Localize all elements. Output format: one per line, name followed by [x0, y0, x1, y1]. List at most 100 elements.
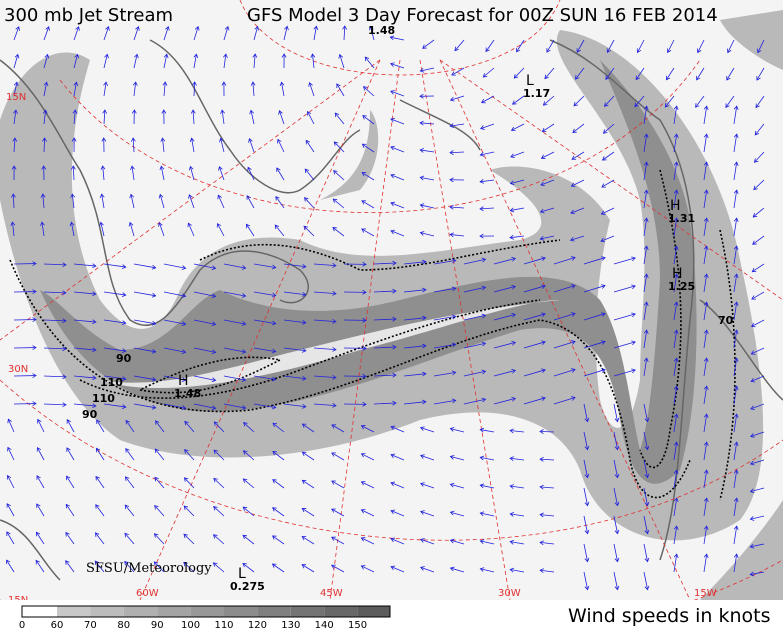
- arrow-head: [331, 424, 336, 429]
- wind-arrow: [463, 258, 486, 265]
- wind-arrow: [163, 347, 186, 353]
- wind-arrow: [433, 344, 456, 349]
- wind-arrow: [403, 345, 426, 349]
- arrow-head: [509, 456, 514, 462]
- wind-arrow: [613, 369, 636, 377]
- contour-label: 90: [116, 352, 132, 365]
- arrow-head: [390, 173, 395, 179]
- wind-arrow: [71, 194, 75, 209]
- arrow-head: [643, 161, 649, 167]
- wind-arrow: [510, 207, 525, 211]
- wind-arrow: [403, 261, 426, 265]
- wind-arrow: [673, 302, 678, 321]
- arrow-head: [242, 450, 248, 455]
- arrow-head: [643, 133, 649, 139]
- wind-arrow: [643, 302, 648, 321]
- wind-arrow: [673, 246, 678, 265]
- wind-arrow: [217, 223, 225, 237]
- arrow-head: [302, 347, 307, 353]
- wind-arrow: [361, 481, 375, 489]
- wind-arrow: [124, 561, 135, 573]
- arrow-head: [479, 179, 484, 184]
- arrow-head: [125, 419, 130, 425]
- arrow-head: [510, 153, 515, 158]
- arrow-head: [673, 357, 679, 363]
- wind-arrow: [154, 477, 165, 489]
- wind-arrow: [613, 313, 636, 321]
- arrow-head: [602, 129, 608, 134]
- wind-arrow: [540, 569, 555, 573]
- arrow-head: [449, 123, 455, 129]
- wind-arrow: [301, 536, 315, 545]
- wind-arrow: [13, 54, 19, 69]
- jet-band: [720, 10, 783, 70]
- wind-arrow: [333, 141, 345, 153]
- arrow-head: [541, 127, 547, 133]
- wind-arrow: [305, 140, 315, 153]
- wind-arrow: [420, 149, 435, 153]
- wind-arrow: [733, 470, 738, 489]
- arrow-head: [749, 460, 755, 466]
- arrow-head: [159, 165, 165, 171]
- wind-arrow: [223, 403, 246, 409]
- wind-arrow: [42, 194, 45, 209]
- contour-label: 90: [82, 408, 98, 421]
- arrow-head: [673, 245, 679, 251]
- wind-arrow: [103, 110, 106, 125]
- arrow-head: [43, 81, 49, 87]
- arrow-head: [703, 469, 709, 475]
- wind-arrow: [643, 571, 648, 590]
- arrow-head: [584, 473, 590, 479]
- arrow-head: [250, 81, 256, 86]
- wind-arrow: [103, 403, 126, 408]
- wind-arrow: [390, 202, 405, 209]
- arrow-head: [392, 316, 397, 322]
- arrow-head: [703, 553, 709, 559]
- arrow-head: [539, 540, 544, 546]
- wind-arrow: [213, 421, 225, 433]
- arrow-head: [703, 385, 709, 391]
- arrow-head: [733, 469, 739, 475]
- arrow-head: [604, 102, 609, 107]
- wind-arrow: [100, 222, 105, 237]
- arrow-head: [310, 53, 316, 58]
- arrow-head: [40, 193, 46, 198]
- arrow-head: [36, 446, 42, 452]
- wind-arrow: [184, 449, 195, 461]
- wind-arrow: [673, 498, 678, 517]
- wind-arrow: [752, 207, 765, 218]
- contour-label: 70: [718, 314, 734, 327]
- arrow-head: [541, 340, 546, 346]
- arrow-head: [360, 537, 366, 542]
- wind-arrow: [450, 567, 465, 573]
- wind-arrow: [283, 291, 306, 296]
- wind-arrow: [313, 263, 336, 267]
- wind-arrow: [184, 477, 195, 489]
- arrow-head: [213, 449, 219, 455]
- arrow-head: [216, 222, 222, 228]
- arrow-head: [188, 165, 194, 171]
- arrow-head: [449, 96, 455, 102]
- wind-arrow: [133, 375, 156, 381]
- arrow-head: [135, 25, 140, 31]
- arrow-head: [539, 456, 544, 462]
- wind-arrow: [480, 123, 495, 129]
- wind-arrow: [403, 317, 426, 321]
- arrow-head: [703, 497, 709, 503]
- wind-arrow: [450, 206, 465, 209]
- arrow-head: [62, 346, 67, 352]
- pressure-center: L: [238, 566, 246, 582]
- wind-arrow: [583, 459, 588, 478]
- arrow-head: [129, 193, 135, 199]
- wind-arrow: [7, 475, 15, 489]
- arrow-head: [509, 428, 514, 434]
- arrow-head: [66, 419, 71, 424]
- arrow-head: [571, 256, 576, 261]
- wind-arrow: [218, 166, 225, 181]
- arrow-head: [643, 217, 649, 223]
- wind-arrow: [643, 543, 648, 562]
- arrow-head: [733, 441, 739, 447]
- arrow-head: [302, 263, 307, 269]
- arrow-head: [574, 75, 580, 80]
- arrow-head: [451, 398, 457, 404]
